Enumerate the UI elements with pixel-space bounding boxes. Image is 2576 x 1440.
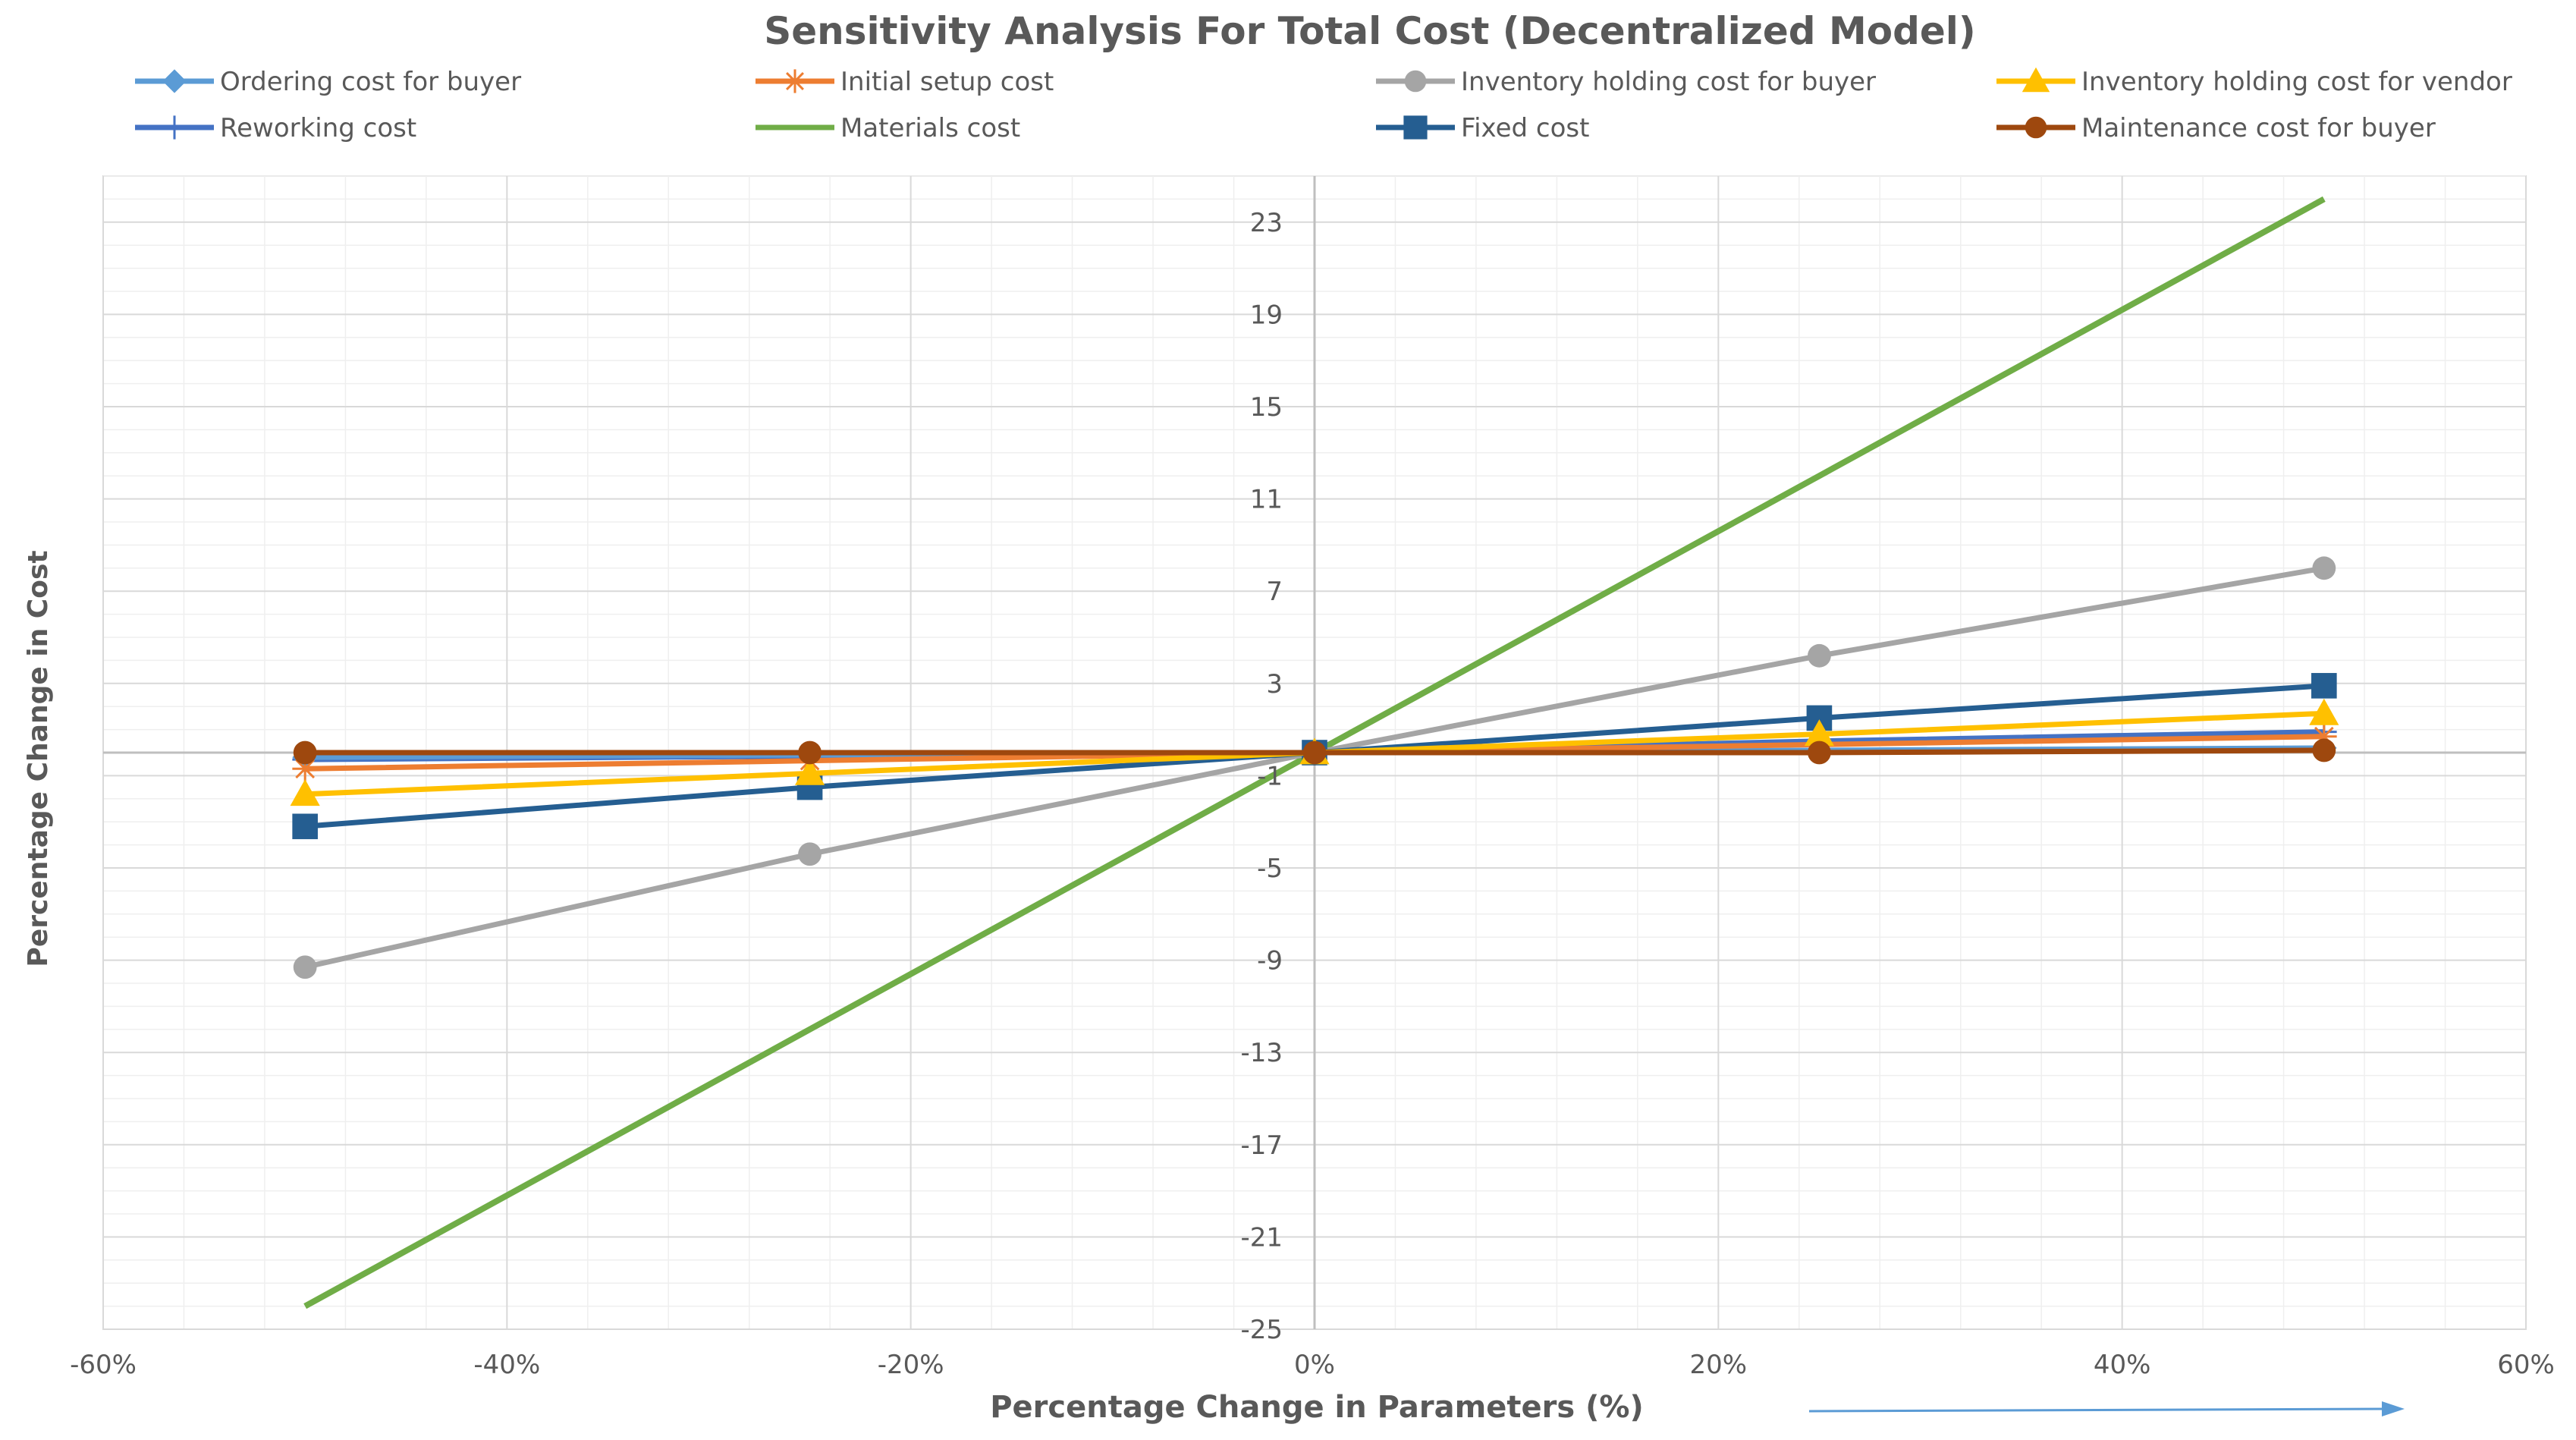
y-tick-label: -17	[1240, 1130, 1283, 1161]
legend-item: Reworking cost	[135, 113, 416, 143]
legend-marker	[162, 69, 187, 93]
y-tick-label: -13	[1240, 1038, 1283, 1068]
y-tick-label: 7	[1266, 577, 1283, 607]
data-point	[798, 842, 821, 866]
y-tick-label: -1	[1257, 761, 1283, 791]
y-tick-label: 11	[1250, 485, 1283, 515]
y-tick-label: 3	[1266, 669, 1283, 700]
y-tick-label: -21	[1240, 1222, 1283, 1253]
legend: Ordering cost for buyer Initial setup cos…	[135, 67, 2512, 143]
x-axis-ticks: -60% -40% -20% 0% 20% 40% 60%	[70, 1350, 2555, 1380]
data-point	[798, 740, 821, 765]
y-tick-label: -25	[1240, 1315, 1283, 1345]
y-tick-label: -9	[1257, 946, 1283, 976]
y-tick-label: 15	[1250, 392, 1283, 423]
legend-label: Materials cost	[840, 113, 1020, 143]
legend-label: Inventory holding cost for buyer	[1461, 67, 1876, 97]
legend-marker	[2025, 116, 2047, 139]
legend-marker	[2022, 67, 2050, 93]
x-tick-label: 20%	[1690, 1350, 1748, 1380]
data-point	[1804, 719, 1835, 747]
x-tick-label: 60%	[2497, 1350, 2555, 1380]
legend-item: Inventory holding cost for buyer	[1376, 67, 1876, 97]
y-axis-title: Percentage Change in Cost	[23, 550, 54, 967]
data-point	[1808, 740, 1831, 765]
legend-label: Ordering cost for buyer	[220, 67, 521, 97]
data-point	[2312, 738, 2336, 762]
data-point	[2312, 556, 2336, 580]
plot-series	[290, 196, 2339, 1310]
legend-item: Initial setup cost	[756, 67, 1054, 97]
x-tick-label: 40%	[2094, 1350, 2151, 1380]
legend-label: Fixed cost	[1461, 113, 1589, 143]
legend-item: Maintenance cost for buyer	[1996, 113, 2436, 143]
legend-label: Reworking cost	[220, 113, 416, 143]
data-point	[2309, 698, 2339, 725]
data-point	[293, 740, 317, 765]
data-point	[290, 779, 320, 806]
legend-label: Inventory holding cost for vendor	[2081, 67, 2512, 97]
x-tick-label: -20%	[878, 1350, 944, 1380]
y-tick-label: 19	[1250, 300, 1283, 330]
y-axis-ticks: 23 19 15 11 7 3 -1 -5 -9 -13 -17 -21 -25	[1240, 208, 1283, 1345]
x-tick-label: -60%	[70, 1350, 137, 1380]
x-tick-label: -40%	[473, 1350, 540, 1380]
legend-label: Initial setup cost	[840, 67, 1054, 97]
x-axis-title: Percentage Change in Parameters (%)	[990, 1390, 1644, 1425]
y-tick-label: 23	[1250, 208, 1283, 238]
legend-item: Inventory holding cost for vendor	[1996, 67, 2512, 97]
data-point	[794, 758, 825, 785]
legend-marker	[1403, 115, 1428, 140]
data-point	[1808, 643, 1831, 668]
legend-marker	[1404, 70, 1427, 93]
decorative-arrow	[1808, 1401, 2405, 1416]
series-maintenance-cost-for-buyer	[293, 738, 2336, 765]
x-tick-label: 0%	[1294, 1350, 1335, 1380]
chart-title: Sensitivity Analysis For Total Cost (Dec…	[764, 9, 1976, 53]
y-tick-label: -5	[1257, 854, 1283, 884]
legend-item: Ordering cost for buyer	[135, 67, 521, 97]
data-point	[292, 813, 318, 840]
legend-item: Fixed cost	[1376, 113, 1589, 143]
data-point	[2311, 673, 2337, 699]
data-point	[293, 955, 317, 979]
legend-item: Materials cost	[756, 113, 1020, 143]
legend-label: Maintenance cost for buyer	[2081, 113, 2436, 143]
data-point	[1302, 740, 1327, 765]
